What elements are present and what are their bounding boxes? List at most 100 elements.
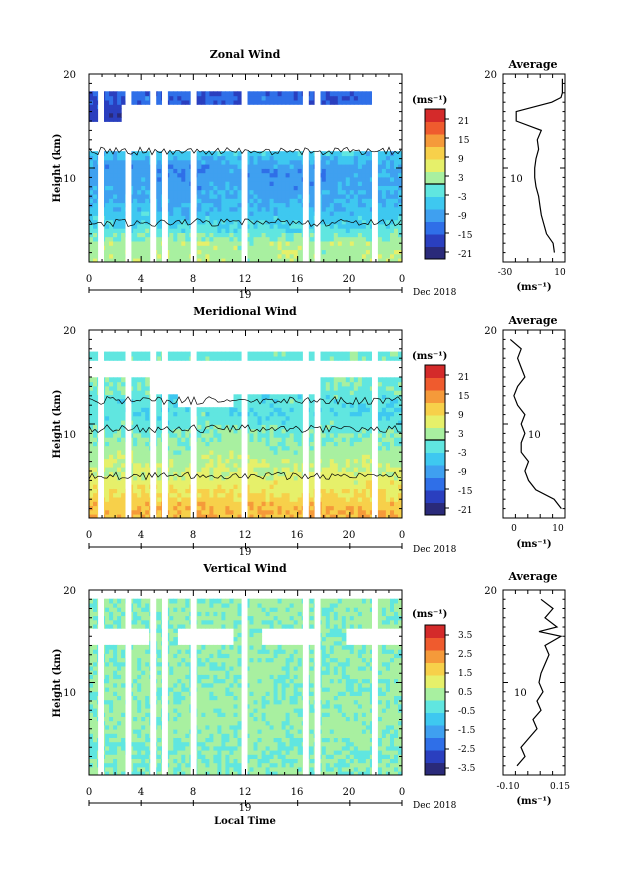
heatmap-cell: [377, 172, 383, 178]
heatmap-cell: [353, 407, 359, 413]
heatmap-cell: [269, 193, 275, 199]
heatmap-cell: [289, 407, 295, 413]
heatmap-cell: [269, 402, 275, 408]
heatmap-cell: [285, 407, 291, 413]
heatmap-cell: [309, 449, 315, 455]
heatmap-cell: [398, 172, 402, 178]
heatmap-cell: [333, 249, 339, 255]
heatmap-cell: [209, 462, 214, 468]
heatmap-cell: [309, 415, 315, 421]
heatmap-cell: [265, 437, 271, 442]
heatmap-cell: [209, 193, 214, 199]
heatmap-cell: [269, 249, 275, 255]
heatmap-cell: [285, 232, 291, 238]
heatmap-cell: [237, 215, 243, 221]
heatmap-cell: [177, 505, 182, 511]
heatmap-cell: [365, 467, 371, 472]
heatmap-cell: [113, 164, 118, 169]
heatmap-cell: [141, 484, 146, 489]
heatmap-cell: [293, 437, 299, 442]
heatmap-cell: [173, 249, 178, 255]
heatmap-cell: [293, 411, 299, 417]
heatmap-cell: [113, 240, 118, 246]
heatmap-cell: [321, 164, 327, 169]
heatmap-cell: [133, 428, 138, 434]
heatmap-cell: [121, 471, 126, 477]
heatmap-cell: [185, 206, 190, 212]
heatmap-cell: [121, 407, 126, 413]
heatmap-cell: [141, 381, 146, 387]
heatmap-cell: [169, 215, 174, 221]
heatmap-cell: [329, 198, 335, 204]
heatmap-cell: [205, 437, 210, 442]
heatmap-cell: [229, 471, 234, 477]
avg-y-tick: 10: [510, 174, 523, 185]
heatmap-cell: [385, 402, 391, 408]
heatmap-cell: [289, 458, 295, 464]
heatmap-cell: [265, 232, 271, 238]
heatmap-cell: [229, 420, 234, 425]
heatmap-cell: [113, 228, 118, 233]
heatmap-cell: [390, 228, 395, 233]
heatmap-cell: [209, 411, 214, 417]
heatmap-cell: [381, 232, 387, 238]
heatmap-cell: [129, 185, 134, 191]
heatmap-cell: [385, 398, 391, 404]
heatmap-cell: [113, 394, 118, 400]
heatmap-cell: [145, 245, 150, 251]
heatmap-cell: [117, 351, 122, 357]
heatmap-cell: [141, 454, 146, 460]
heatmap-cell: [265, 151, 271, 157]
heatmap-cell: [129, 176, 134, 182]
heatmap-cell: [381, 211, 387, 216]
heatmap-cell: [137, 415, 142, 421]
heatmap-cell: [229, 223, 234, 229]
heatmap-cell: [265, 159, 271, 165]
heatmap-cell: [185, 505, 190, 511]
heatmap-cell: [341, 245, 347, 251]
heatmap-cell: [213, 159, 218, 165]
heatmap-cell: [357, 411, 363, 417]
heatmap-cell: [281, 236, 287, 242]
heatmap-cell: [177, 249, 182, 255]
heatmap-cell: [177, 240, 182, 246]
heatmap-cell: [233, 193, 239, 199]
heatmap-cell: [89, 492, 94, 498]
heatmap-cell: [321, 232, 327, 238]
heatmap-cell: [309, 501, 315, 507]
heatmap-cell: [265, 479, 271, 485]
heatmap-cell: [381, 407, 387, 413]
heatmap-cell: [185, 258, 190, 262]
heatmap-cell: [285, 164, 291, 169]
heatmap-cell: [361, 390, 367, 395]
heatmap-cell: [137, 355, 142, 361]
heatmap-cell: [293, 151, 299, 157]
heatmap-cell: [361, 202, 367, 208]
heatmap-cell: [129, 253, 134, 259]
heatmap-cell: [205, 223, 210, 229]
heatmap-cell: [297, 155, 303, 161]
heatmap-cell: [325, 462, 331, 468]
heatmap-cell: [277, 492, 283, 498]
heatmap-cell: [217, 437, 222, 442]
heatmap-cell: [133, 462, 138, 468]
heatmap-cell: [109, 484, 114, 489]
heatmap-cell: [321, 445, 327, 451]
heatmap-cell: [173, 176, 178, 182]
heatmap-cell: [213, 501, 218, 507]
heatmap-cell: [221, 228, 226, 233]
heatmap-cell: [281, 240, 287, 246]
heatmap-cell: [377, 445, 383, 451]
heatmap-cell: [341, 206, 347, 212]
heatmap-cell: [229, 415, 234, 421]
heatmap-cell: [394, 484, 399, 489]
heatmap-cell: [394, 253, 399, 259]
heatmap-cell: [173, 411, 178, 417]
heatmap-cell: [145, 479, 150, 485]
heatmap-cell: [169, 394, 174, 400]
heatmap-cell: [289, 151, 295, 157]
heatmap-cell: [181, 185, 186, 191]
heatmap-cell: [197, 168, 202, 174]
heatmap-cell: [261, 407, 267, 413]
heatmap-cell: [245, 479, 251, 485]
